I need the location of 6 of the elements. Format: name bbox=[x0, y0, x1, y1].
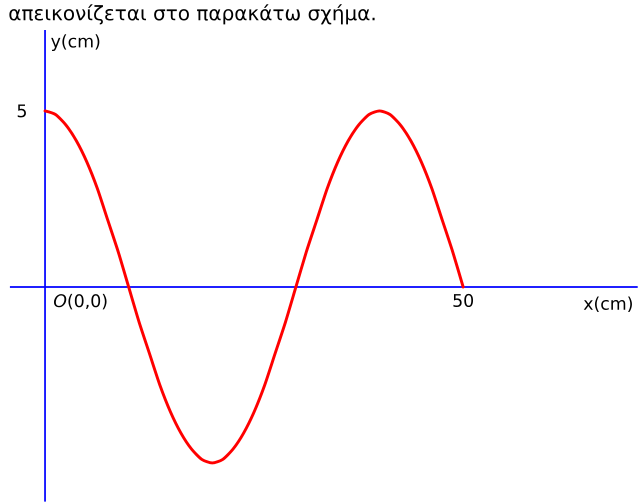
y-axis-title: y(cm) bbox=[51, 34, 100, 52]
annotation: 50 bbox=[453, 294, 474, 307]
text: 5 bbox=[18, 104, 26, 118]
text: απεικονίζεται στο παρακάτω σχήμα. bbox=[9, 4, 375, 24]
text: x(cm) bbox=[584, 296, 632, 312]
annotation: O(0,0) bbox=[54, 294, 107, 310]
